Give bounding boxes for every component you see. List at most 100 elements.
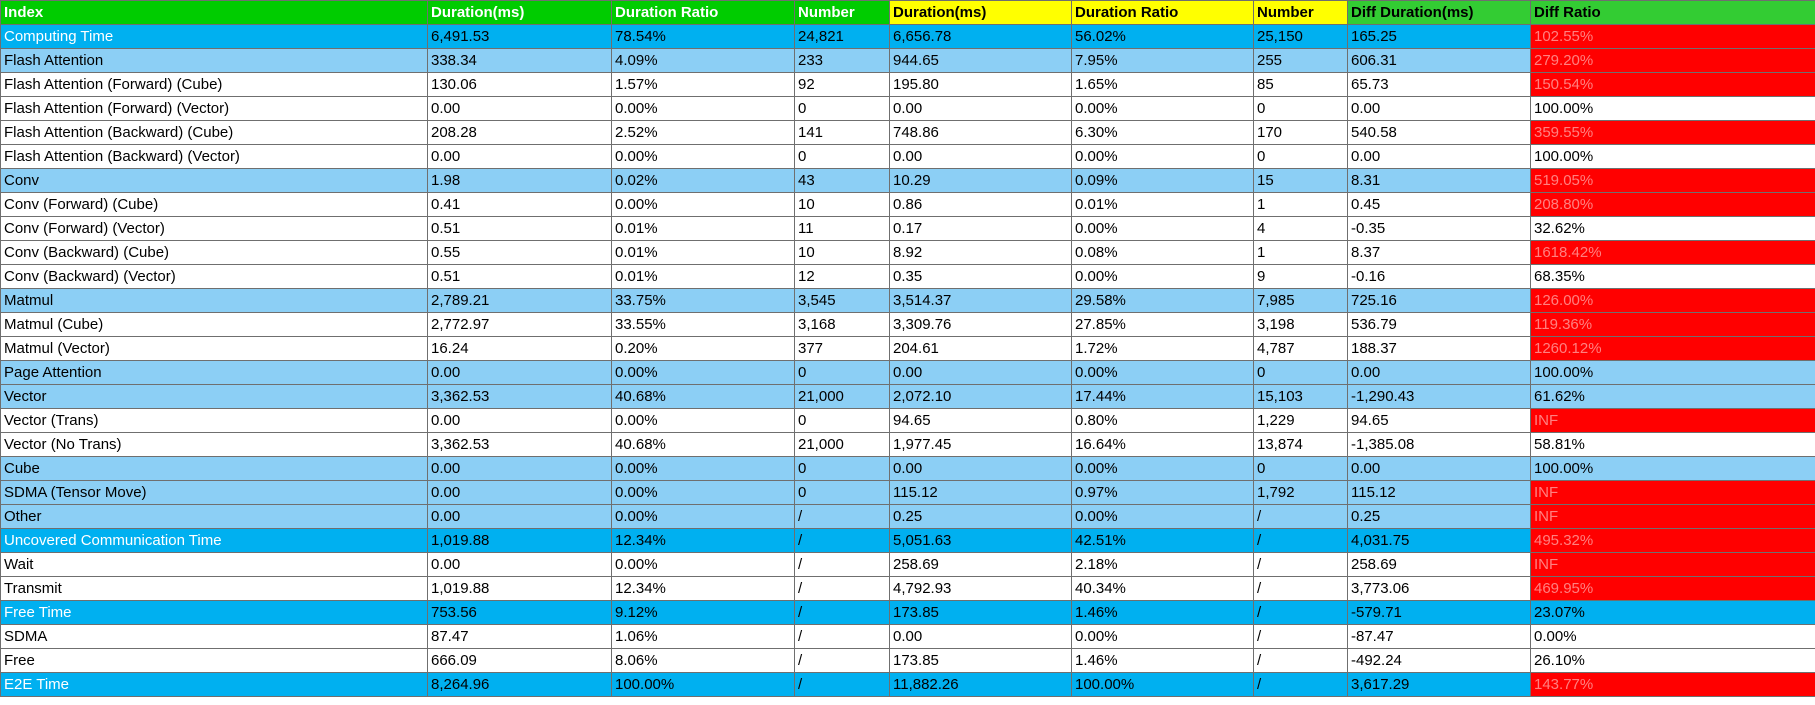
row-index-label[interactable]: Matmul (Vector) [0, 336, 428, 361]
cell-duration-base[interactable]: 1,019.88 [427, 528, 612, 553]
cell-number-base[interactable]: 12 [794, 264, 890, 289]
header-duration-base[interactable]: Duration(ms) [427, 0, 612, 25]
table-row[interactable]: Flash Attention 338.34 4.09% 233 944.65 7.95%… [0, 48, 1815, 73]
cell-diff-duration[interactable]: 8.31 [1347, 168, 1531, 193]
cell-number-compare[interactable]: 0 [1253, 360, 1348, 385]
cell-diff-duration[interactable]: -87.47 [1347, 624, 1531, 649]
row-index-label[interactable]: Conv (Forward) (Vector) [0, 216, 428, 241]
table-row[interactable]: Uncovered Communication Time 1,019.88 12.3… [0, 528, 1815, 553]
cell-duration-compare[interactable]: 0.00 [889, 144, 1072, 169]
cell-diff-duration[interactable]: -0.16 [1347, 264, 1531, 289]
cell-diff-ratio[interactable]: 32.62% [1530, 216, 1815, 241]
row-index-label[interactable]: Flash Attention (Forward) (Cube) [0, 72, 428, 97]
row-index-label[interactable]: Matmul (Cube) [0, 312, 428, 337]
cell-ratio-compare[interactable]: 0.09% [1071, 168, 1254, 193]
cell-duration-base[interactable]: 87.47 [427, 624, 612, 649]
cell-number-compare[interactable]: 1,229 [1253, 408, 1348, 433]
cell-number-compare[interactable]: 0 [1253, 456, 1348, 481]
row-index-label[interactable]: Matmul [0, 288, 428, 313]
cell-number-compare[interactable]: / [1253, 600, 1348, 625]
row-index-label[interactable]: Vector (Trans) [0, 408, 428, 433]
cell-diff-duration[interactable]: -492.24 [1347, 648, 1531, 673]
cell-diff-duration[interactable]: 0.25 [1347, 504, 1531, 529]
cell-number-base[interactable]: / [794, 528, 890, 553]
cell-number-compare[interactable]: 3,198 [1253, 312, 1348, 337]
cell-diff-ratio[interactable]: 100.00% [1530, 96, 1815, 121]
cell-duration-base[interactable]: 3,362.53 [427, 432, 612, 457]
cell-duration-base[interactable]: 0.00 [427, 480, 612, 505]
cell-ratio-compare[interactable]: 1.65% [1071, 72, 1254, 97]
cell-diff-ratio[interactable]: 23.07% [1530, 600, 1815, 625]
cell-number-compare[interactable]: 25,150 [1253, 24, 1348, 49]
cell-ratio-base[interactable]: 12.34% [611, 576, 795, 601]
cell-diff-duration[interactable]: 0.45 [1347, 192, 1531, 217]
table-row[interactable]: Other 0.00 0.00%/0.25 0.00%/0.25 INF [0, 504, 1815, 529]
table-row[interactable]: Conv (Forward) (Vector) 0.51 0.01% 11 0.17 0.… [0, 216, 1815, 241]
cell-number-compare[interactable]: 13,874 [1253, 432, 1348, 457]
row-index-label[interactable]: Flash Attention (Forward) (Vector) [0, 96, 428, 121]
cell-duration-compare[interactable]: 3,309.76 [889, 312, 1072, 337]
cell-diff-duration[interactable]: 0.00 [1347, 144, 1531, 169]
row-index-label[interactable]: SDMA [0, 624, 428, 649]
header-ratio-base[interactable]: Duration Ratio [611, 0, 795, 25]
row-index-label[interactable]: Other [0, 504, 428, 529]
row-index-label[interactable]: Flash Attention (Backward) (Cube) [0, 120, 428, 145]
table-row[interactable]: Vector (Trans) 0.00 0.00% 0 94.65 0.80% 1,229 9… [0, 408, 1815, 433]
cell-ratio-compare[interactable]: 1.46% [1071, 600, 1254, 625]
cell-ratio-compare[interactable]: 2.18% [1071, 552, 1254, 577]
cell-diff-duration[interactable]: 165.25 [1347, 24, 1531, 49]
cell-number-base[interactable]: 24,821 [794, 24, 890, 49]
table-row[interactable]: Matmul 2,789.21 33.75% 3,545 3,514.37 29.58% 7… [0, 288, 1815, 313]
cell-ratio-base[interactable]: 0.00% [611, 192, 795, 217]
cell-diff-duration[interactable]: 725.16 [1347, 288, 1531, 313]
cell-duration-base[interactable]: 208.28 [427, 120, 612, 145]
cell-number-base[interactable]: 0 [794, 360, 890, 385]
table-row[interactable]: Flash Attention (Forward) (Cube) 130.06 1.… [0, 72, 1815, 97]
cell-diff-duration[interactable]: -579.71 [1347, 600, 1531, 625]
cell-diff-duration[interactable]: -0.35 [1347, 216, 1531, 241]
cell-duration-base[interactable]: 1.98 [427, 168, 612, 193]
row-index-label[interactable]: Vector [0, 384, 428, 409]
cell-number-compare[interactable]: 4 [1253, 216, 1348, 241]
table-row[interactable]: Matmul (Vector) 16.24 0.20% 377 204.61 1.72% 4… [0, 336, 1815, 361]
header-number-compare[interactable]: Number [1253, 0, 1348, 25]
cell-duration-base[interactable]: 0.00 [427, 144, 612, 169]
cell-duration-compare[interactable]: 3,514.37 [889, 288, 1072, 313]
cell-ratio-compare[interactable]: 7.95% [1071, 48, 1254, 73]
cell-number-compare[interactable]: 0 [1253, 96, 1348, 121]
cell-diff-ratio[interactable]: 519.05% [1530, 168, 1815, 193]
cell-number-compare[interactable]: 255 [1253, 48, 1348, 73]
cell-duration-compare[interactable]: 0.00 [889, 624, 1072, 649]
cell-diff-ratio[interactable]: 100.00% [1530, 456, 1815, 481]
cell-diff-ratio[interactable]: INF [1530, 408, 1815, 433]
cell-duration-base[interactable]: 0.00 [427, 408, 612, 433]
row-index-label[interactable]: Free [0, 648, 428, 673]
cell-number-compare[interactable]: / [1253, 648, 1348, 673]
cell-number-base[interactable]: 10 [794, 240, 890, 265]
cell-duration-compare[interactable]: 0.00 [889, 360, 1072, 385]
row-index-label[interactable]: Cube [0, 456, 428, 481]
row-index-label[interactable]: Uncovered Communication Time [0, 528, 428, 553]
cell-number-base[interactable]: 92 [794, 72, 890, 97]
cell-number-base[interactable]: 233 [794, 48, 890, 73]
cell-ratio-compare[interactable]: 16.64% [1071, 432, 1254, 457]
cell-ratio-compare[interactable]: 0.01% [1071, 192, 1254, 217]
cell-ratio-compare[interactable]: 0.00% [1071, 144, 1254, 169]
cell-duration-base[interactable]: 0.00 [427, 96, 612, 121]
cell-ratio-base[interactable]: 100.00% [611, 672, 795, 697]
cell-duration-compare[interactable]: 10.29 [889, 168, 1072, 193]
cell-number-base[interactable]: / [794, 552, 890, 577]
cell-number-base[interactable]: / [794, 600, 890, 625]
cell-duration-base[interactable]: 2,789.21 [427, 288, 612, 313]
cell-duration-base[interactable]: 1,019.88 [427, 576, 612, 601]
cell-diff-ratio[interactable]: 208.80% [1530, 192, 1815, 217]
cell-diff-ratio[interactable]: INF [1530, 480, 1815, 505]
cell-duration-compare[interactable]: 94.65 [889, 408, 1072, 433]
row-index-label[interactable]: Conv [0, 168, 428, 193]
table-row[interactable]: Vector (No Trans) 3,362.53 40.68% 21,000 1,9… [0, 432, 1815, 457]
cell-duration-base[interactable]: 130.06 [427, 72, 612, 97]
cell-duration-base[interactable]: 338.34 [427, 48, 612, 73]
cell-duration-base[interactable]: 666.09 [427, 648, 612, 673]
cell-ratio-base[interactable]: 40.68% [611, 384, 795, 409]
table-row[interactable]: Flash Attention (Forward) (Vector) 0.00 0.… [0, 96, 1815, 121]
